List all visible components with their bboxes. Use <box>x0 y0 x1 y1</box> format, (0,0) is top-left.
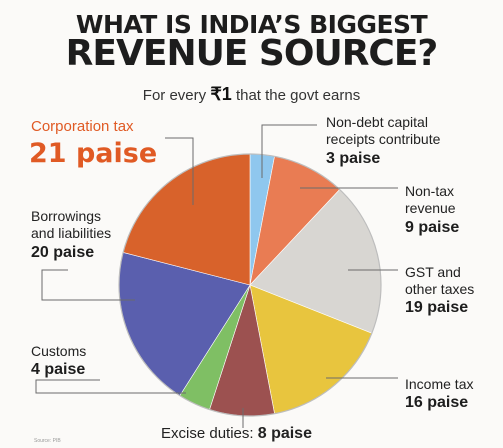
nondebt-label-line1: Non-debt capital <box>326 114 428 130</box>
leader-borrowings <box>41 269 135 301</box>
gst-label-line1: GST and <box>405 264 461 280</box>
income-tax-label: Income tax <box>405 376 474 392</box>
customs-value: 4 paise <box>31 361 86 378</box>
nondebt-value: 3 paise <box>326 150 381 167</box>
borrowings-value: 20 paise <box>31 244 95 261</box>
borrowings-label-line1: Borrowings <box>31 208 102 224</box>
nontax-value: 9 paise <box>405 219 460 236</box>
leader-customs <box>35 379 186 394</box>
excise-label: Excise duties: 8 paise <box>161 426 312 442</box>
leader-corporation <box>165 137 194 205</box>
title-line-2: REVENUE SOURCE? <box>65 33 439 74</box>
gst-value: 19 paise <box>405 299 469 316</box>
subtitle-suffix: that the govt earns <box>235 87 361 104</box>
customs-label: Customs <box>31 343 87 359</box>
rupee-symbol: ₹ <box>210 84 222 104</box>
nontax-label-line1: Non-tax <box>405 183 455 199</box>
gst-label-line2: other taxes <box>405 281 475 297</box>
nontax-label-line2: revenue <box>405 200 456 216</box>
subtitle-amount: 1 <box>221 84 232 104</box>
excise-name: Excise duties: <box>161 425 254 442</box>
title-line-1: WHAT IS INDIA’S BIGGEST <box>75 10 428 39</box>
excise-value: 8 paise <box>257 425 312 442</box>
income-tax-value: 16 paise <box>405 394 469 411</box>
borrowings-label-line2: and liabilities <box>31 225 112 241</box>
subtitle: For every ₹1 that the govt earns <box>0 84 503 105</box>
coin-rim <box>118 153 382 417</box>
leader-nondebt <box>261 124 317 178</box>
source-note: Source: PIB <box>34 438 61 444</box>
corporation-tax-label: Corporation tax <box>31 118 134 135</box>
corporation-tax-value: 21 paise <box>29 138 158 169</box>
subtitle-prefix: For every <box>142 87 207 104</box>
nondebt-label-line2: receipts contribute <box>326 131 441 147</box>
